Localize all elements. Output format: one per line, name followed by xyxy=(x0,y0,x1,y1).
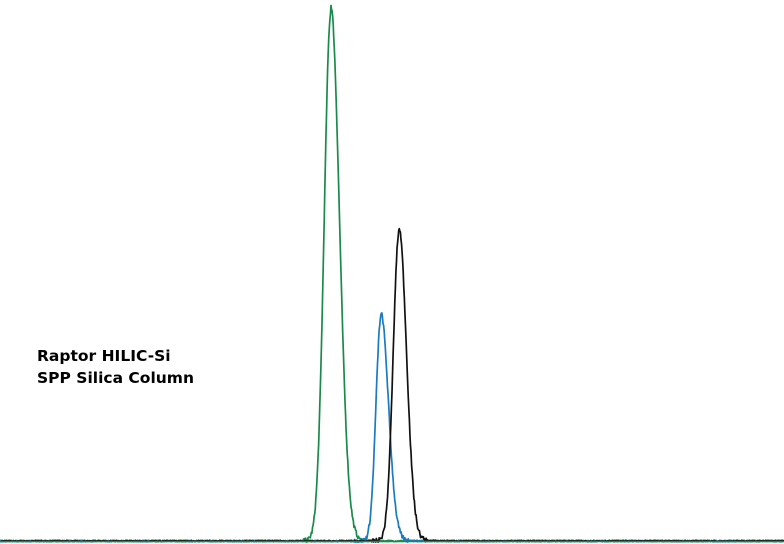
annotation-line-2: SPP Silica Column xyxy=(37,369,194,387)
chromatogram-traces xyxy=(0,4,784,543)
annotation-line-1: Raptor HILIC-Si xyxy=(37,347,171,365)
series-trace-2 xyxy=(0,227,784,543)
column-annotation: Raptor HILIC-Si SPP Silica Column xyxy=(37,345,194,389)
